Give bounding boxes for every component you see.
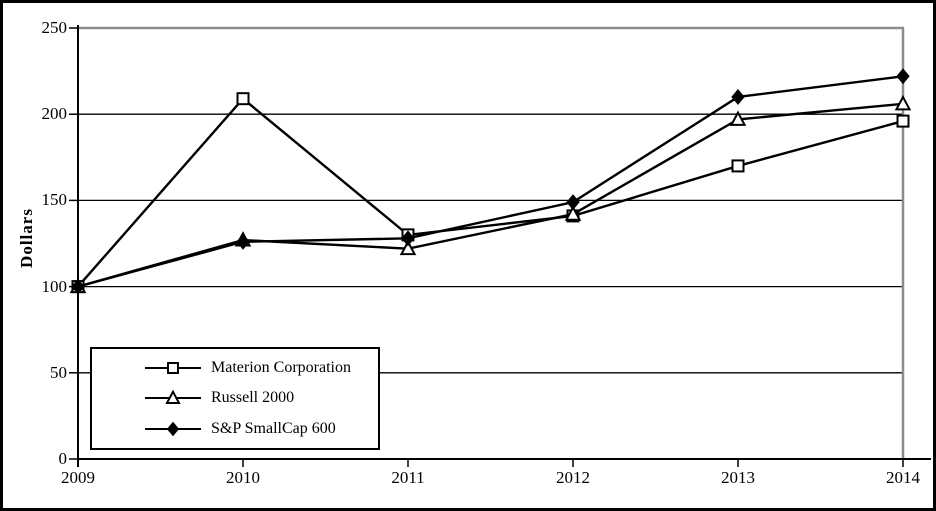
marker-filled-diamond-icon (731, 89, 745, 105)
x-tick-label-2012: 2012 (556, 468, 590, 487)
legend-item-russell-2000: Russell 2000 (144, 389, 372, 407)
y-tick-label-150: 150 (41, 190, 68, 210)
legend-box: Materion Corporation Russell 2000 S&P Sm… (90, 347, 380, 450)
marker-open-square-icon (731, 159, 745, 173)
series-markers-materion-corporation (71, 92, 910, 294)
y-tick-label-250: 250 (41, 18, 68, 37)
marker-open-triangle-icon (165, 390, 181, 405)
marker-filled-diamond-icon (166, 421, 180, 437)
y-axis-title: Dollars (17, 208, 36, 268)
marker-open-triangle-icon (399, 239, 417, 256)
x-tick-label-2013: 2013 (721, 468, 755, 487)
series-line-s-p-smallcap-600 (77, 75, 904, 288)
marker-open-square-icon (236, 92, 250, 106)
legend-item-sp-smallcap-600: S&P SmallCap 600 (144, 420, 372, 438)
legend-swatch-filled-diamond-icon (145, 421, 201, 437)
marker-open-triangle-icon (564, 205, 582, 221)
x-tick-label-2011: 2011 (391, 468, 425, 487)
y-tick-label-50: 50 (50, 362, 67, 382)
y-tick-label-0: 0 (58, 449, 68, 468)
marker-filled-diamond-icon (896, 68, 910, 85)
marker-open-triangle-icon (894, 94, 912, 111)
marker-open-triangle-icon (729, 110, 747, 126)
series-line-russell-2000 (77, 102, 904, 288)
x-tick-label-2010: 2010 (226, 468, 260, 487)
marker-open-square-icon (896, 114, 910, 128)
legend-label: S&P SmallCap 600 (211, 419, 336, 437)
legend-label: Materion Corporation (211, 359, 351, 377)
marker-filled-diamond-icon (566, 194, 580, 211)
marker-filled-diamond-icon (71, 278, 85, 295)
legend-swatch-open-triangle-icon (145, 390, 201, 405)
legend-item-materion-corporation: Materion Corporation (144, 359, 372, 377)
marker-filled-diamond-icon (236, 233, 250, 250)
legend-swatch-open-square-icon (145, 362, 201, 375)
marker-open-square-icon (167, 362, 179, 375)
y-tick-label-200: 200 (41, 104, 68, 124)
series-markers-s-p-smallcap-600 (71, 68, 910, 295)
y-tick-label-100: 100 (41, 276, 68, 296)
x-tick-label-2009: 2009 (61, 468, 95, 487)
marker-filled-diamond-icon (401, 230, 415, 247)
series-markers-russell-2000 (69, 94, 912, 294)
series-line-materion-corporation (77, 97, 904, 288)
legend-label: Russell 2000 (211, 389, 295, 407)
x-tick-label-2014: 2014 (886, 468, 920, 487)
